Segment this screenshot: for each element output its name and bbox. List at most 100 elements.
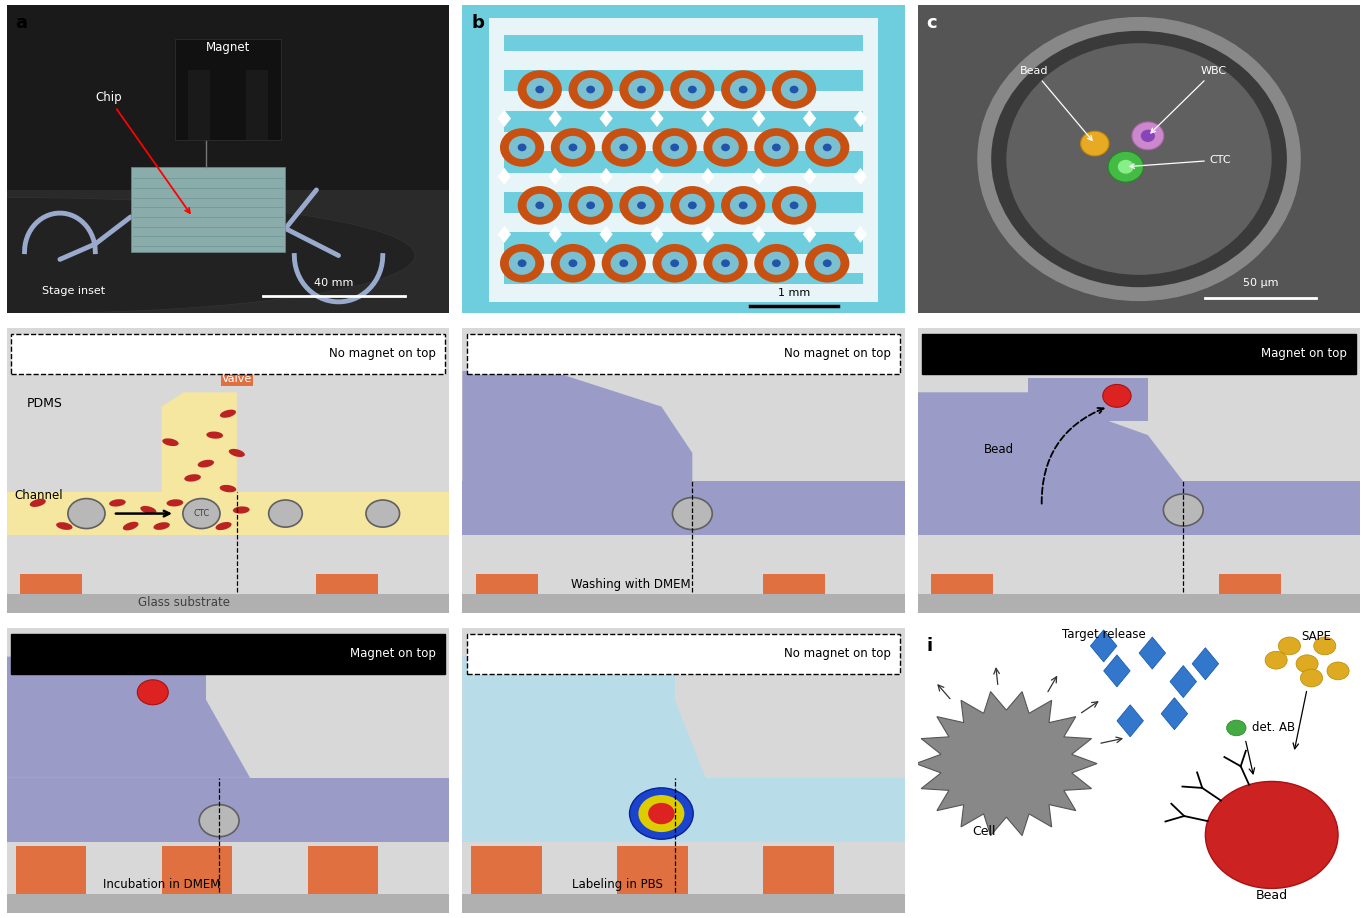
Bar — [489, 18, 504, 302]
Bar — [7, 778, 450, 842]
Circle shape — [586, 85, 595, 94]
Text: a: a — [15, 14, 27, 32]
Text: PDMS: PDMS — [27, 397, 63, 409]
Circle shape — [722, 143, 730, 151]
Polygon shape — [600, 226, 612, 242]
FancyBboxPatch shape — [11, 633, 444, 674]
Text: WBC: WBC — [1151, 66, 1228, 133]
Polygon shape — [462, 371, 692, 481]
Bar — [131, 167, 286, 252]
Polygon shape — [498, 110, 511, 127]
Ellipse shape — [185, 475, 201, 482]
Ellipse shape — [123, 521, 138, 531]
Circle shape — [670, 143, 679, 151]
Text: 1 mm: 1 mm — [778, 288, 811, 298]
Text: Valve: Valve — [221, 375, 252, 385]
Polygon shape — [0, 197, 416, 313]
Polygon shape — [1161, 698, 1188, 730]
Circle shape — [772, 143, 781, 151]
Polygon shape — [462, 656, 705, 778]
Polygon shape — [7, 656, 250, 778]
Circle shape — [536, 85, 544, 94]
Circle shape — [638, 795, 685, 832]
Text: e: e — [472, 337, 484, 354]
Circle shape — [577, 194, 604, 217]
Text: Glass substrate: Glass substrate — [138, 596, 230, 609]
Polygon shape — [548, 226, 562, 242]
Circle shape — [1118, 160, 1133, 174]
Circle shape — [704, 244, 748, 283]
FancyBboxPatch shape — [923, 334, 1356, 374]
Text: Target release: Target release — [1062, 628, 1146, 641]
Circle shape — [1132, 122, 1163, 150]
Circle shape — [500, 244, 544, 283]
Text: i: i — [927, 637, 932, 655]
Ellipse shape — [198, 460, 215, 467]
Polygon shape — [600, 168, 612, 185]
Circle shape — [730, 194, 756, 217]
Text: No magnet on top: No magnet on top — [785, 347, 891, 360]
Text: d: d — [15, 337, 29, 354]
Circle shape — [652, 244, 697, 283]
Ellipse shape — [30, 498, 46, 507]
Circle shape — [1300, 669, 1323, 687]
Circle shape — [1081, 131, 1109, 156]
Polygon shape — [1091, 630, 1117, 662]
Circle shape — [670, 70, 715, 109]
Circle shape — [629, 194, 655, 217]
Polygon shape — [701, 110, 715, 127]
Circle shape — [712, 136, 738, 159]
Circle shape — [1163, 494, 1203, 526]
Bar — [489, 253, 878, 273]
Circle shape — [536, 201, 544, 209]
Circle shape — [611, 136, 637, 159]
Circle shape — [637, 85, 645, 94]
Circle shape — [526, 78, 554, 101]
Text: Cell: Cell — [972, 825, 997, 838]
Polygon shape — [651, 168, 663, 185]
Text: Labeling in PBS: Labeling in PBS — [571, 878, 663, 890]
Bar — [489, 50, 878, 70]
Bar — [1028, 378, 1148, 420]
Bar — [189, 70, 211, 140]
Circle shape — [509, 252, 536, 274]
FancyBboxPatch shape — [11, 334, 444, 374]
Circle shape — [518, 70, 562, 109]
Circle shape — [730, 78, 756, 101]
Text: CTC: CTC — [1131, 155, 1232, 168]
Circle shape — [601, 129, 647, 167]
Bar — [489, 173, 878, 192]
Bar — [489, 132, 878, 151]
Text: 40 mm: 40 mm — [314, 278, 354, 288]
Circle shape — [569, 186, 612, 225]
Circle shape — [1206, 781, 1338, 889]
Bar — [541, 656, 675, 713]
Text: No magnet on top: No magnet on top — [329, 347, 436, 360]
Circle shape — [781, 194, 808, 217]
Ellipse shape — [109, 499, 126, 507]
Circle shape — [790, 85, 798, 94]
Ellipse shape — [163, 439, 179, 446]
Bar — [15, 845, 86, 894]
Polygon shape — [498, 168, 511, 185]
Polygon shape — [701, 168, 715, 185]
Circle shape — [518, 143, 526, 151]
Circle shape — [763, 136, 790, 159]
Circle shape — [688, 201, 697, 209]
Bar — [175, 39, 282, 140]
Circle shape — [569, 260, 577, 267]
Circle shape — [738, 85, 748, 94]
Polygon shape — [854, 226, 867, 242]
Circle shape — [670, 260, 679, 267]
Bar — [74, 656, 206, 713]
Polygon shape — [1170, 666, 1196, 698]
Bar — [7, 594, 450, 613]
Text: Channel: Channel — [15, 489, 63, 502]
Circle shape — [619, 143, 629, 151]
Bar — [1218, 574, 1281, 594]
Circle shape — [679, 194, 705, 217]
Text: Chip: Chip — [96, 91, 190, 213]
Bar — [7, 190, 450, 313]
Text: 50 μm: 50 μm — [1243, 278, 1278, 288]
Polygon shape — [651, 110, 663, 127]
